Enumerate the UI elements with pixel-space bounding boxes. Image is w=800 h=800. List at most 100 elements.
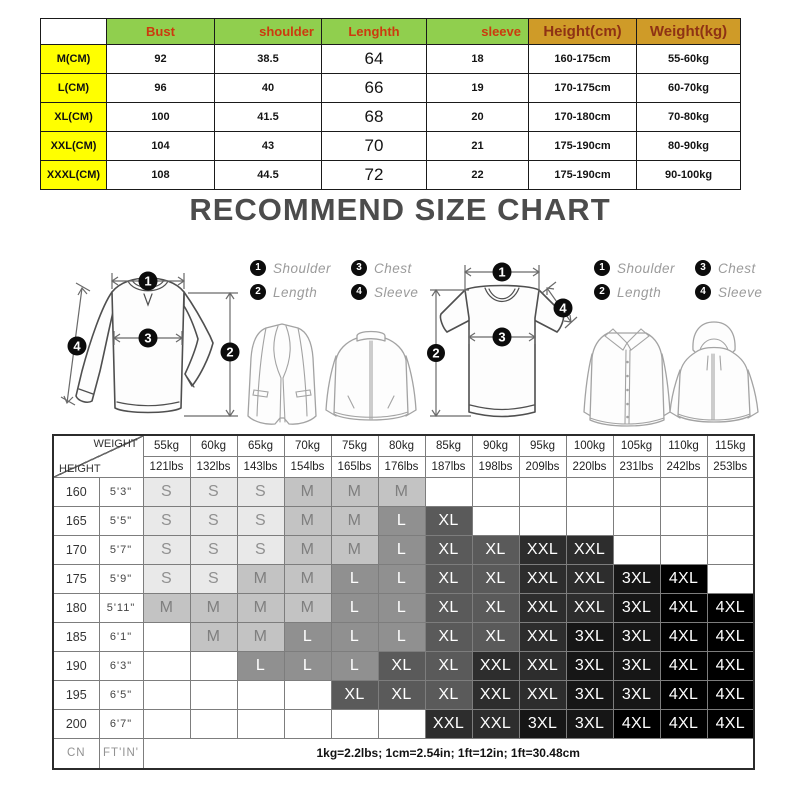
recommended-size-cell: M xyxy=(283,534,332,565)
recommended-size-cell: XXL xyxy=(518,563,567,594)
footer-ftin-cell: FT'IN' xyxy=(98,737,144,770)
height-ftin-cell: 6'7" xyxy=(98,708,144,739)
tshirt-left-sleeve xyxy=(439,289,471,333)
recommended-size-cell: 3XL xyxy=(565,679,614,710)
measurement-value-cell: 90-100kg xyxy=(636,160,741,190)
size-label-cell: XXL(CM) xyxy=(40,131,107,161)
measurement-value-cell: 92 xyxy=(106,44,215,74)
shirt-collar-outer xyxy=(127,280,169,292)
measurement-value-cell: 96 xyxy=(106,73,215,103)
weight-lbs-header-cell: 209lbs xyxy=(518,455,567,478)
recommended-size-cell: 4XL xyxy=(659,592,708,623)
callout-2-number: 2 xyxy=(432,346,439,361)
recommended-size-cell: 4XL xyxy=(706,708,755,739)
recommended-size-cell: 3XL xyxy=(565,621,614,652)
recommended-size-cell: 3XL xyxy=(612,679,661,710)
jacket-collar xyxy=(356,330,386,342)
unit-conversion-note: 1kg=2.2lbs; 1cm=2.54in; 1ft=12in; 1ft=30… xyxy=(142,737,755,770)
hoodie-zip xyxy=(711,353,715,421)
empty-size-cell xyxy=(142,679,191,710)
legend-label: Chest xyxy=(718,260,756,276)
recommended-size-cell: 4XL xyxy=(706,679,755,710)
zip-jacket-drawing xyxy=(325,330,417,421)
callout-4-number: 4 xyxy=(559,301,567,316)
top-size-table-body: Bust shoulder Lenghth sleeve Height(cm) Weigh… xyxy=(40,18,741,190)
empty-size-cell xyxy=(659,476,708,507)
blazer-sleeve-seams xyxy=(256,327,308,417)
recommended-size-cell: S xyxy=(142,505,191,536)
legend-label: Sleeve xyxy=(718,284,763,300)
measurement-value-cell: 20 xyxy=(426,102,529,132)
measurement-value-cell: 80-90kg xyxy=(636,131,741,161)
recommended-size-cell: XL xyxy=(424,650,473,681)
weight-lbs-header-cell: 121lbs xyxy=(142,455,191,478)
measurement-value-cell: 70-80kg xyxy=(636,102,741,132)
weight-kg-header-cell: 110kg xyxy=(659,434,708,457)
hoodie-hem xyxy=(677,413,751,421)
recommended-size-cell: S xyxy=(142,476,191,507)
callout-3-number: 3 xyxy=(498,330,505,345)
shirt-left-sleeve xyxy=(75,291,115,403)
legend-item: 1 Shoulder xyxy=(594,260,675,276)
empty-size-cell xyxy=(236,708,285,739)
height-cm-cell: 180 xyxy=(52,592,100,623)
tshirt-neck xyxy=(484,287,520,303)
matrix-row: 195 6'5" XL XL XL XXL XXL 3XL 3XL 4XL 4XL xyxy=(52,679,755,710)
recommended-size-cell: L xyxy=(377,621,426,652)
measurement-value-cell: 44.5 xyxy=(214,160,322,190)
weight-kg-header-cell: 75kg xyxy=(330,434,379,457)
matrix-corner-cell: WEIGHT HEIGHT xyxy=(52,434,144,478)
measurement-value-cell: 40 xyxy=(214,73,322,103)
weight-kg-header-cell: 85kg xyxy=(424,434,473,457)
empty-size-cell xyxy=(565,505,614,536)
shirt-button xyxy=(626,415,629,419)
weight-lbs-header-cell: 220lbs xyxy=(565,455,614,478)
height-ftin-cell: 6'3" xyxy=(98,650,144,681)
recommended-size-cell: 3XL xyxy=(565,650,614,681)
recommended-size-cell: L xyxy=(377,592,426,623)
recommended-size-cell: M xyxy=(236,621,285,652)
recommended-size-cell: XL xyxy=(330,679,379,710)
recommended-size-cell: S xyxy=(236,505,285,536)
button-shirt-drawing xyxy=(583,328,671,427)
empty-size-cell xyxy=(471,505,520,536)
recommended-size-cell: XXL xyxy=(565,563,614,594)
height-cm-cell: 170 xyxy=(52,534,100,565)
recommended-size-cell: M xyxy=(283,476,332,507)
weight-lbs-header-cell: 165lbs xyxy=(330,455,379,478)
callout-2-badge xyxy=(220,342,240,362)
blazer-lapels xyxy=(273,325,291,423)
empty-size-cell xyxy=(659,505,708,536)
recommended-size-cell: S xyxy=(142,534,191,565)
recommended-size-cell: L xyxy=(377,563,426,594)
callout-4-badge xyxy=(67,336,87,356)
empty-size-cell xyxy=(330,708,379,739)
empty-size-cell xyxy=(424,476,473,507)
empty-size-cell xyxy=(612,505,661,536)
matrix-row: 160 5'3" S S S M M M xyxy=(52,476,755,507)
page-title: RECOMMEND SIZE CHART xyxy=(189,192,611,227)
weight-kg-header-cell: 65kg xyxy=(236,434,285,457)
blazer-pockets xyxy=(252,389,312,398)
recommended-size-cell: L xyxy=(236,650,285,681)
matrix-corner-weight-label: WEIGHT xyxy=(93,438,138,450)
empty-size-cell xyxy=(142,650,191,681)
recommended-size-cell: XXL xyxy=(518,679,567,710)
recommended-size-cell: XL xyxy=(471,592,520,623)
size-label-cell: XXXL(CM) xyxy=(40,160,107,190)
recommended-size-cell: L xyxy=(330,621,379,652)
hoodie-drawing xyxy=(669,321,759,423)
measurement-value-cell: 21 xyxy=(426,131,529,161)
empty-size-cell xyxy=(142,621,191,652)
measurement-value-cell: 70 xyxy=(321,131,427,161)
recommended-size-cell: 4XL xyxy=(659,708,708,739)
height-cm-cell: 195 xyxy=(52,679,100,710)
measurement-value-cell: 170-175cm xyxy=(528,73,637,103)
weight-lbs-header-cell: 242lbs xyxy=(659,455,708,478)
shirt-left-cuff-line xyxy=(78,388,94,395)
recommended-size-cell: XXL xyxy=(424,708,473,739)
hoodie-drawstrings xyxy=(706,355,722,371)
measurement-value-cell: 64 xyxy=(321,44,427,74)
weight-lbs-header-cell: 253lbs xyxy=(706,455,755,478)
measurement-value-cell: 19 xyxy=(426,73,529,103)
